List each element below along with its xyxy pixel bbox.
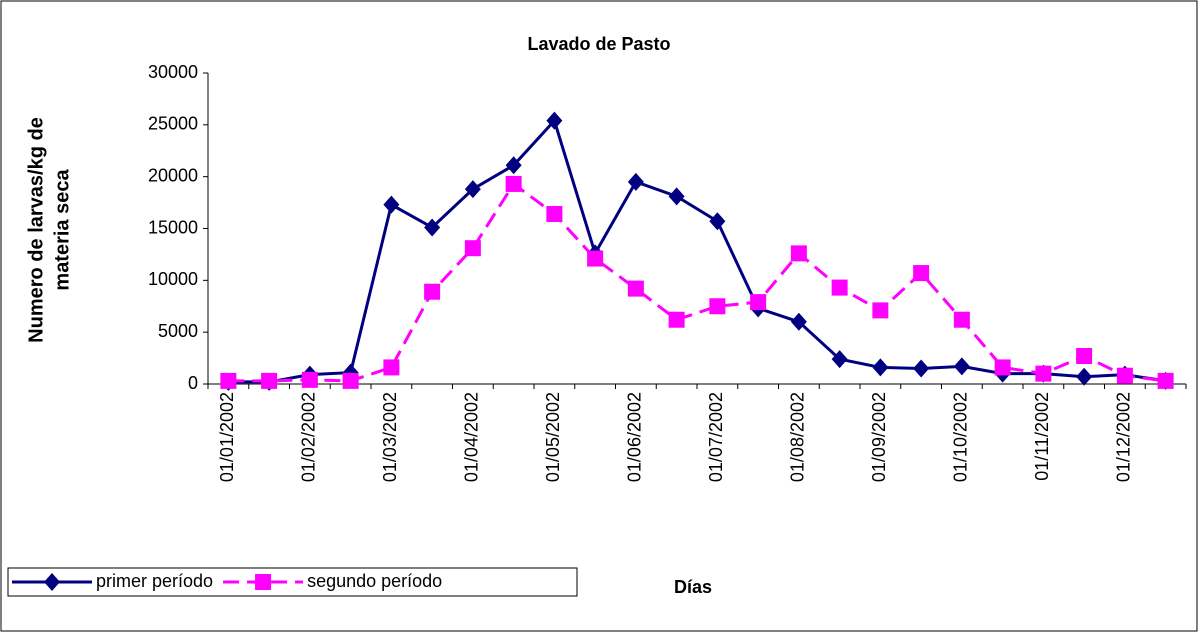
x-tick-label: 01/01/2002	[217, 392, 237, 482]
point	[383, 359, 400, 376]
x-tick-label: 01/10/2002	[951, 392, 971, 482]
point	[505, 175, 522, 192]
point	[301, 371, 318, 388]
point	[1157, 372, 1174, 389]
point	[831, 350, 848, 369]
point	[424, 283, 441, 300]
point	[342, 372, 359, 389]
point	[220, 372, 237, 389]
point	[383, 195, 400, 214]
point	[627, 172, 644, 191]
point	[872, 302, 889, 319]
x-tick-label: 01/08/2002	[788, 392, 808, 482]
y-tick-label: 25000	[148, 114, 198, 134]
x-tick-label: 01/03/2002	[380, 392, 400, 482]
y-axis-label-line: materia seca	[51, 169, 73, 291]
x-tick-label: 01/04/2002	[462, 392, 482, 482]
x-tick-label: 01/02/2002	[299, 392, 319, 482]
point	[424, 218, 441, 237]
point	[1076, 367, 1093, 386]
legend-label: segundo período	[307, 571, 442, 591]
point	[505, 156, 522, 175]
x-tick-label: 01/05/2002	[543, 392, 563, 482]
y-tick-label: 30000	[148, 62, 198, 82]
point	[872, 358, 889, 377]
y-tick-label: 5000	[158, 321, 198, 341]
x-tick-label: 01/07/2002	[706, 392, 726, 482]
x-tick-label: 01/12/2002	[1114, 392, 1134, 482]
x-tick-label: 01/11/2002	[1032, 392, 1052, 481]
legend-swatch-marker	[255, 574, 272, 590]
y-tick-label: 0	[188, 373, 198, 393]
point	[953, 311, 970, 328]
point	[953, 357, 970, 376]
y-tick-label: 10000	[148, 269, 198, 289]
chart-title: Lavado de Pasto	[527, 34, 670, 54]
point	[668, 187, 685, 206]
point	[790, 312, 807, 331]
point	[464, 180, 481, 199]
point	[709, 298, 726, 315]
point	[1076, 348, 1093, 365]
legend-label: primer período	[96, 571, 213, 591]
point	[709, 212, 726, 231]
point	[587, 250, 604, 267]
point	[546, 111, 563, 130]
point	[464, 240, 481, 257]
point	[668, 311, 685, 328]
point	[994, 359, 1011, 376]
point	[1035, 365, 1052, 382]
y-axis-label: Numero de larvas/kg de materia seca	[25, 117, 73, 343]
legend	[7, 567, 578, 597]
x-tick-label: 01/06/2002	[625, 392, 645, 482]
point	[831, 279, 848, 296]
legend-swatch-marker	[44, 573, 60, 591]
x-tick-label: 01/09/2002	[869, 392, 889, 482]
point	[913, 265, 930, 282]
point	[1116, 367, 1133, 384]
point	[546, 205, 563, 222]
y-axis-label-line: Numero de larvas/kg de	[25, 117, 47, 343]
point	[913, 359, 930, 378]
point	[627, 280, 644, 297]
point	[790, 245, 807, 262]
point	[261, 372, 278, 389]
y-tick-label: 20000	[148, 165, 198, 185]
x-axis-label: Días	[674, 577, 712, 597]
y-tick-label: 15000	[148, 217, 198, 237]
point	[750, 294, 767, 311]
